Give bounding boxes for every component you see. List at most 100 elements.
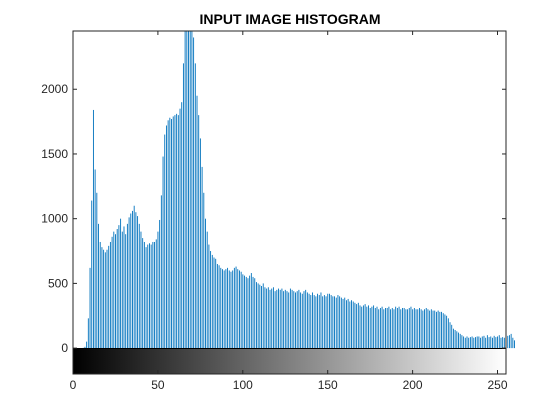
histogram-bar: [468, 337, 470, 349]
histogram-bar: [266, 288, 268, 349]
histogram-bar: [182, 63, 184, 349]
histogram-bar: [211, 254, 213, 349]
histogram-bar: [493, 335, 495, 349]
histogram-bar: [507, 335, 509, 349]
histogram-bar: [84, 346, 86, 349]
histogram-bar: [171, 119, 172, 349]
histogram-bar: [184, 31, 186, 349]
histogram-bar: [121, 231, 123, 349]
histogram-bar: [115, 234, 116, 349]
histogram-bar: [262, 283, 264, 349]
histogram-bar: [334, 296, 335, 349]
histogram-bar: [237, 269, 239, 349]
histogram-bar: [99, 241, 101, 349]
histogram-bar: [267, 287, 269, 349]
histogram-bar: [374, 307, 376, 349]
histogram-bar: [393, 309, 395, 349]
histogram-bar: [386, 307, 388, 349]
histogram-bars: [82, 31, 515, 349]
histogram-bar: [342, 298, 344, 349]
histogram-bar: [476, 336, 478, 349]
histogram-bar: [271, 288, 273, 349]
histogram-bar: [452, 328, 454, 349]
x-axis-ticks: 0 50 100 150 200 250: [70, 31, 508, 392]
histogram-bar: [424, 309, 425, 349]
histogram-bar: [264, 287, 266, 349]
histogram-bar: [344, 297, 346, 349]
histogram-bar: [364, 304, 366, 349]
histogram-bar: [206, 231, 208, 349]
histogram-bar: [208, 244, 210, 349]
histogram-bar: [140, 231, 142, 349]
histogram-bar: [283, 291, 285, 349]
histogram-bar: [464, 337, 466, 349]
histogram-bar: [137, 216, 139, 349]
histogram-bar: [210, 251, 212, 349]
histogram-bar: [284, 289, 286, 349]
histogram-bar: [315, 296, 317, 349]
histogram-bar: [96, 192, 98, 349]
histogram-bar: [106, 249, 108, 349]
histogram-bar: [276, 289, 278, 349]
histogram-bar: [345, 300, 347, 349]
histogram-bar: [317, 293, 319, 349]
histogram-bar: [92, 109, 94, 349]
histogram-bar: [125, 234, 127, 349]
histogram-bar: [205, 218, 206, 349]
histogram-bar: [498, 335, 500, 349]
histogram-bar: [419, 307, 420, 349]
histogram-bar: [514, 340, 515, 349]
histogram-bar: [359, 305, 361, 349]
histogram-bar: [257, 283, 259, 349]
histogram-bar: [383, 309, 385, 349]
histogram-bar: [320, 292, 322, 349]
histogram-bar: [152, 241, 154, 349]
histogram-bar: [410, 306, 412, 349]
histogram-bar: [398, 306, 400, 349]
histogram-bar: [509, 335, 510, 349]
histogram-bar: [456, 331, 458, 349]
histogram-bar: [388, 306, 390, 349]
histogram-bar: [291, 289, 293, 349]
histogram-bar: [269, 289, 271, 349]
plot-area: [73, 31, 506, 374]
histogram-bar: [87, 318, 89, 349]
histogram-bar: [478, 336, 480, 349]
histogram-bar: [86, 341, 88, 349]
histogram-bar: [232, 270, 234, 349]
histogram-bar: [368, 305, 369, 349]
x-tick-label: 50: [151, 378, 165, 392]
histogram-bar: [118, 225, 120, 349]
histogram-bar: [91, 200, 93, 349]
histogram-bar: [225, 269, 227, 349]
x-tick-label: 100: [233, 378, 253, 392]
histogram-bar: [145, 247, 147, 349]
histogram-bar: [157, 231, 159, 349]
histogram-bar: [402, 307, 403, 349]
histogram-bar: [239, 270, 240, 349]
x-tick-label: 150: [318, 378, 338, 392]
histogram-bar: [108, 245, 110, 349]
histogram-bar: [123, 226, 125, 349]
histogram-bar: [116, 229, 118, 349]
histogram-bar: [191, 31, 193, 349]
histogram-bar: [295, 292, 296, 349]
histogram-bar: [451, 324, 453, 349]
histogram-bar: [198, 115, 200, 349]
histogram-bar: [459, 333, 461, 349]
histogram-bar: [120, 218, 122, 349]
x-tick-label: 250: [487, 378, 507, 392]
histogram-bar: [488, 337, 490, 349]
histogram-bar: [201, 166, 203, 349]
histogram-bar: [98, 223, 99, 349]
histogram-bar: [512, 337, 514, 349]
histogram-bar: [396, 307, 398, 349]
histogram-bar: [250, 273, 252, 349]
histogram-bar: [179, 108, 181, 349]
histogram-bar: [279, 289, 281, 349]
histogram-bar: [325, 296, 327, 349]
histogram-bar: [446, 315, 448, 349]
histogram-bar: [255, 282, 257, 349]
histogram-bar: [308, 293, 310, 349]
histogram-bar: [430, 309, 432, 349]
